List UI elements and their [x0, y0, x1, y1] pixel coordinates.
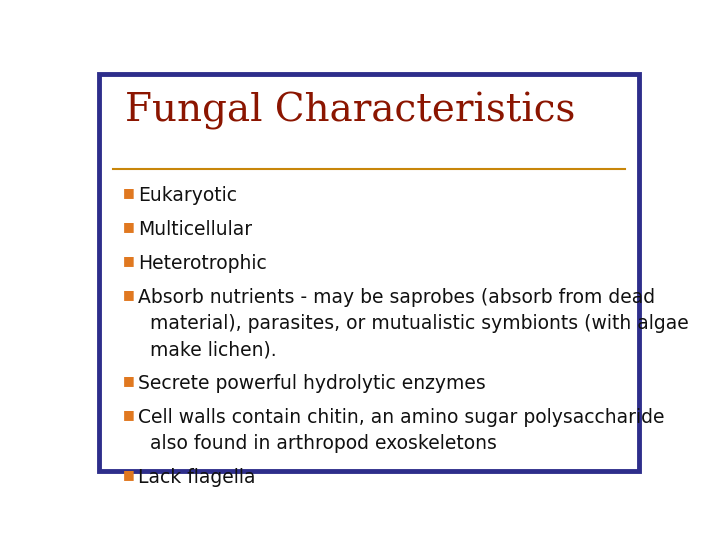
Text: Heterotrophic: Heterotrophic [138, 254, 267, 273]
Text: ■: ■ [122, 374, 135, 387]
Text: ■: ■ [122, 288, 135, 301]
Text: Fungal Characteristics: Fungal Characteristics [125, 92, 575, 130]
Text: ■: ■ [122, 220, 135, 233]
Text: Lack flagella: Lack flagella [138, 468, 256, 487]
Text: Eukaryotic: Eukaryotic [138, 186, 237, 205]
Text: Absorb nutrients - may be saprobes (absorb from dead: Absorb nutrients - may be saprobes (abso… [138, 288, 655, 307]
Text: Cell walls contain chitin, an amino sugar polysaccharide: Cell walls contain chitin, an amino suga… [138, 408, 665, 427]
Text: ■: ■ [122, 186, 135, 199]
Text: Multicellular: Multicellular [138, 220, 252, 239]
Text: Secrete powerful hydrolytic enzymes: Secrete powerful hydrolytic enzymes [138, 374, 486, 393]
Text: material), parasites, or mutualistic symbionts (with algae: material), parasites, or mutualistic sym… [150, 314, 689, 333]
Text: also found in arthropod exoskeletons: also found in arthropod exoskeletons [150, 434, 498, 454]
Text: ■: ■ [122, 408, 135, 421]
Text: make lichen).: make lichen). [150, 340, 277, 360]
FancyBboxPatch shape [99, 74, 639, 471]
Text: ■: ■ [122, 468, 135, 481]
Text: ■: ■ [122, 254, 135, 267]
